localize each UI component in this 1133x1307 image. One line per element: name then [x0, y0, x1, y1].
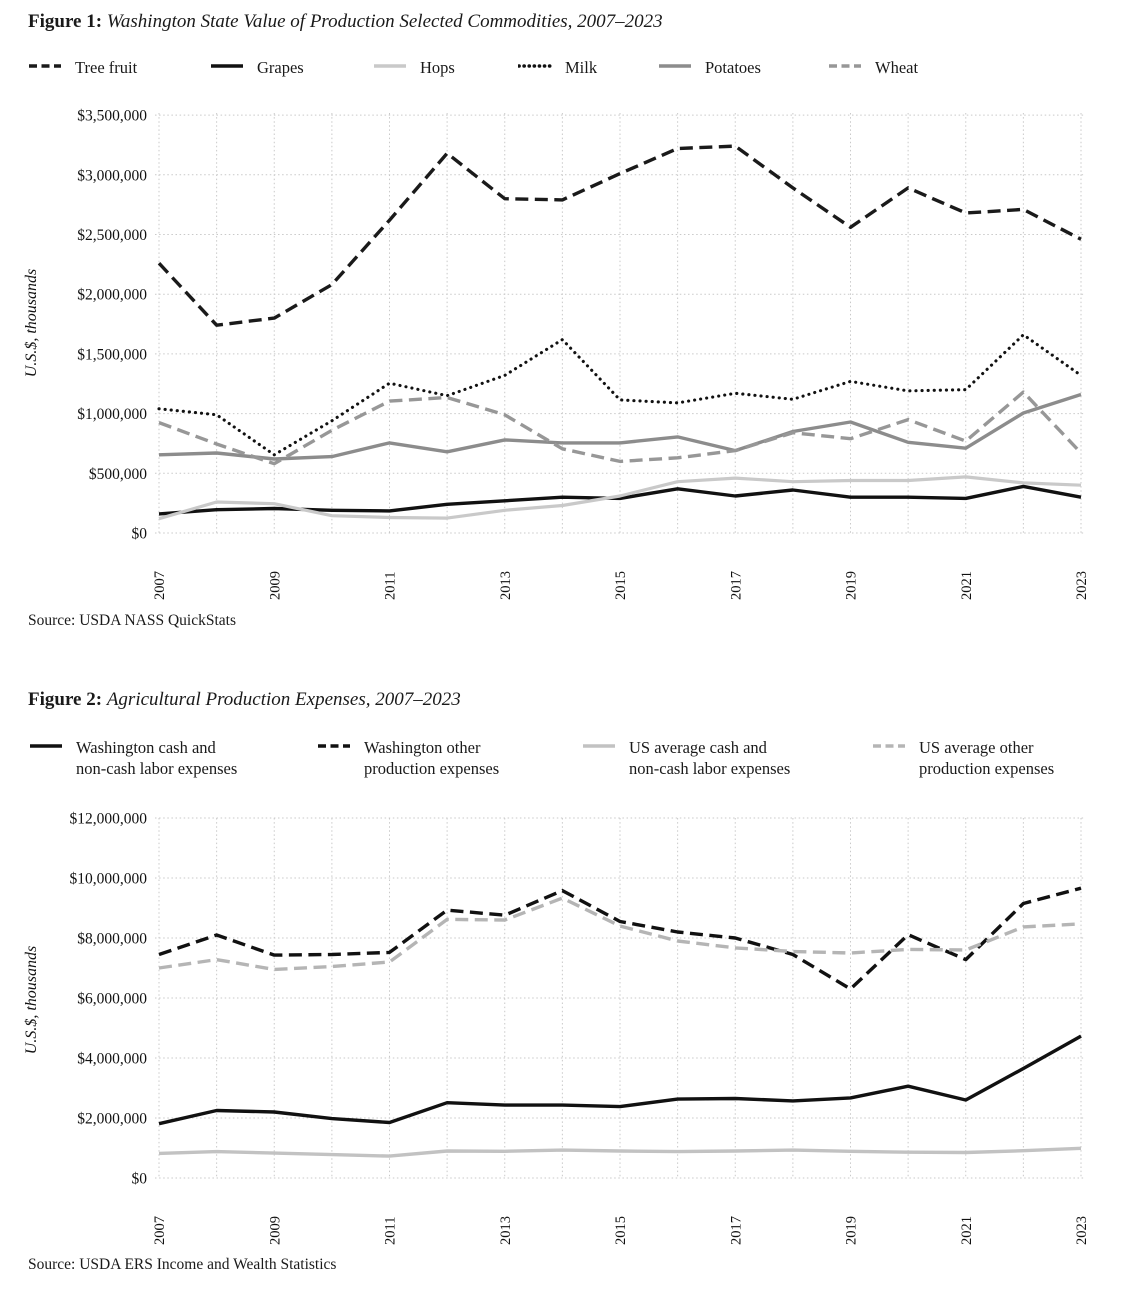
x-tick-label: 2009: [267, 571, 283, 600]
figure2-name: Agricultural Production Expenses, 2007–2…: [106, 689, 461, 710]
legend-line-sample: [518, 64, 552, 68]
series-milk: [157, 333, 1083, 457]
y-tick-label: $8,000,000: [77, 931, 147, 948]
figure2-title: Figure 2: Agricultural Production Expens…: [28, 689, 461, 711]
series-tree-fruit: [157, 144, 1082, 327]
x-tick-label: 2015: [613, 1216, 629, 1245]
y-tick-label: $0: [132, 526, 148, 543]
legend-line-sample: [211, 64, 243, 68]
series-washington-other-production-expenses: [158, 886, 1082, 991]
legend-label: Milk: [565, 58, 598, 77]
x-tick-label: 2013: [498, 1216, 514, 1245]
legend-label: Wheat: [875, 58, 919, 77]
legend-item-tree-fruit: Tree fruit: [28, 57, 137, 78]
y-tick-label: $3,000,000: [77, 167, 147, 184]
legend-line-sample: [659, 64, 691, 68]
x-tick-label: 2017: [728, 571, 744, 600]
legend-line-sample: [318, 744, 350, 748]
legend-item-potatoes: Potatoes: [658, 57, 761, 78]
legend-label: Washington cash and non-cash labor expens…: [76, 738, 238, 778]
x-tick-label: 2017: [728, 1216, 744, 1245]
legend-item-grapes: Grapes: [210, 57, 304, 78]
x-tick-label: 2019: [844, 1216, 860, 1245]
y-tick-label: $10,000,000: [70, 871, 148, 888]
figure1-label: Figure 1:: [28, 11, 103, 32]
x-tick-label: 2021: [959, 1216, 975, 1245]
figure1-title: Figure 1: Washington State Value of Prod…: [28, 11, 663, 33]
legend-line-sample: [30, 744, 62, 748]
y-axis-title: U.S.$, thousands: [23, 269, 40, 377]
legend-item-milk: Milk: [518, 57, 597, 78]
x-tick-label: 2009: [267, 1216, 283, 1245]
y-tick-label: $6,000,000: [77, 991, 147, 1008]
x-tick-label: 2007: [152, 571, 168, 600]
legend-label: US average cash and non-cash labor expens…: [629, 738, 791, 778]
legend-line-sample: [829, 64, 861, 68]
legend-line-sample: [873, 744, 905, 748]
legend-label: Washington other production expenses: [364, 738, 500, 778]
figure2-chart: $0 $2,000,000 $4,000,000 $6,000,000 $8,000,0…: [23, 811, 1090, 1246]
legend-line-sample: [29, 64, 61, 68]
legend-line-sample: [374, 64, 406, 68]
figure2-source: Source: USDA ERS Income and Wealth Stati…: [28, 1256, 337, 1273]
figure1-source: Source: USDA NASS QuickStats: [28, 612, 236, 629]
legend-label: Tree fruit: [75, 58, 138, 77]
x-tick-label: 2023: [1074, 571, 1090, 600]
x-tick-label: 2023: [1074, 1216, 1090, 1245]
y-axis-title: U.S.$, thousands: [23, 946, 40, 1054]
x-tick-label: 2011: [383, 572, 399, 600]
series-potatoes: [158, 392, 1082, 461]
legend-label: Potatoes: [705, 58, 761, 77]
legend-item-wheat: Wheat: [828, 57, 918, 78]
y-tick-label: $12,000,000: [70, 811, 148, 828]
y-tick-label: $1,000,000: [77, 406, 147, 423]
legend-item-us-average-cash-and-non-cash-labor-expenses: US average cash and non-cash labor expens…: [582, 737, 790, 779]
y-tick-label: $0: [132, 1171, 148, 1188]
x-tick-label: 2013: [498, 571, 514, 600]
y-tick-label: $1,500,000: [77, 346, 147, 363]
legend-item-hops: Hops: [373, 57, 455, 78]
series-washington-cash-and-non-cash-labor-expenses: [158, 1034, 1082, 1126]
y-tick-label: $2,500,000: [77, 227, 147, 244]
legend-item-washington-other-production-expenses: Washington other production expenses: [317, 737, 499, 779]
figure1-chart: $0 $500,000 $1,000,000 $1,500,000 $2,000,000…: [23, 108, 1090, 600]
x-tick-label: 2011: [383, 1217, 399, 1245]
y-tick-label: $2,000,000: [77, 1111, 147, 1128]
legend-item-washington-cash-and-non-cash-labor-expenses: Washington cash and non-cash labor expens…: [29, 737, 237, 779]
legend-line-sample: [583, 744, 615, 748]
figure1-name: Washington State Value of Production Sel…: [106, 11, 663, 32]
x-tick-label: 2021: [959, 571, 975, 600]
y-tick-label: $2,000,000: [77, 287, 147, 304]
y-tick-label: $4,000,000: [77, 1051, 147, 1068]
y-tick-label: $500,000: [89, 466, 147, 483]
figure2-label: Figure 2:: [28, 689, 103, 710]
x-tick-label: 2007: [152, 1216, 168, 1245]
series-grapes: [158, 484, 1082, 516]
series-hops: [158, 475, 1082, 521]
x-tick-label: 2019: [844, 571, 860, 600]
x-tick-label: 2015: [613, 571, 629, 600]
series-us-average-cash-and-non-cash-labor-expenses: [158, 1146, 1082, 1158]
legend-label: Grapes: [257, 58, 304, 77]
legend-label: Hops: [420, 58, 455, 77]
y-tick-label: $3,500,000: [77, 108, 147, 125]
legend-item-us-average-other-production-expenses: US average other production expenses: [872, 737, 1054, 779]
series-wheat: [158, 390, 1083, 466]
legend-label: US average other production expenses: [919, 738, 1055, 778]
